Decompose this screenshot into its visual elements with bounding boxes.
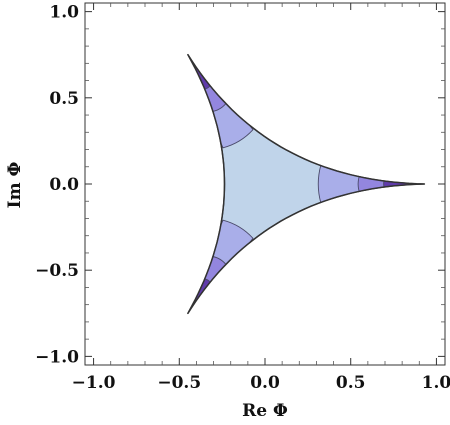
- x-tick-label: 1.0: [422, 373, 450, 393]
- x-tick-label: 0.0: [250, 373, 280, 393]
- x-axis-label: Re Φ: [242, 401, 288, 421]
- x-tick-label: 0.5: [336, 373, 366, 393]
- y-tick-label: 0.5: [49, 89, 79, 109]
- x-tick-label: −1.0: [72, 373, 116, 393]
- y-axis-label: Im Φ: [5, 161, 25, 208]
- x-tick-label: −0.5: [157, 373, 201, 393]
- y-tick-label: 1.0: [49, 3, 79, 23]
- y-tick-label: 0.0: [49, 175, 79, 195]
- y-tick-label: −1.0: [35, 347, 79, 367]
- y-tick-label: −0.5: [35, 261, 79, 281]
- region-outline: [187, 53, 426, 315]
- contour-layer: [187, 53, 426, 315]
- ticks-layer: −1.0 −0.5 0.0 0.5 1.0 1.0 0.5 0.0 −0.5 −1.0: [35, 3, 450, 393]
